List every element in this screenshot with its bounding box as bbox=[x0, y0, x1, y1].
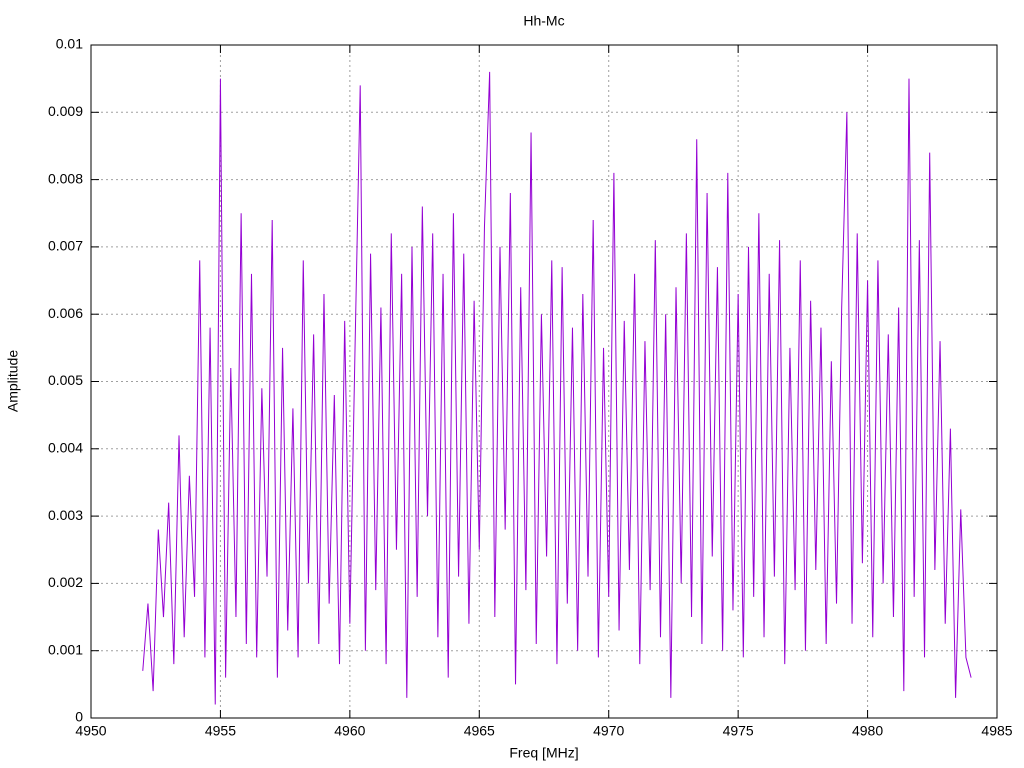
x-axis-label: Freq [MHz] bbox=[509, 745, 578, 761]
y-tick-label: 0 bbox=[75, 709, 83, 725]
y-tick-label: 0.006 bbox=[48, 305, 83, 321]
x-tick-label: 4965 bbox=[464, 723, 495, 739]
x-tick-label: 4960 bbox=[334, 723, 365, 739]
y-tick-label: 0.007 bbox=[48, 238, 83, 254]
x-tick-label: 4985 bbox=[981, 723, 1012, 739]
x-tick-label: 4950 bbox=[75, 723, 106, 739]
y-tick-label: 0.003 bbox=[48, 507, 83, 523]
x-tick-label: 4955 bbox=[205, 723, 236, 739]
y-tick-label: 0.005 bbox=[48, 372, 83, 388]
x-tick-label: 4970 bbox=[593, 723, 624, 739]
plot-border bbox=[90, 44, 998, 719]
y-tick-label: 0.008 bbox=[48, 170, 83, 186]
x-tick-label: 4980 bbox=[852, 723, 883, 739]
y-tick-label: 0.009 bbox=[48, 103, 83, 119]
y-tick-label: 0.001 bbox=[48, 641, 83, 657]
y-tick-label: 0.002 bbox=[48, 574, 83, 590]
y-tick-label: 0.01 bbox=[56, 36, 83, 52]
chart-title: Hh-Mc bbox=[523, 13, 564, 29]
y-axis-label: Amplitude bbox=[5, 350, 21, 412]
x-tick-label: 4975 bbox=[723, 723, 754, 739]
data-line bbox=[142, 71, 972, 705]
y-tick-label: 0.004 bbox=[48, 440, 83, 456]
